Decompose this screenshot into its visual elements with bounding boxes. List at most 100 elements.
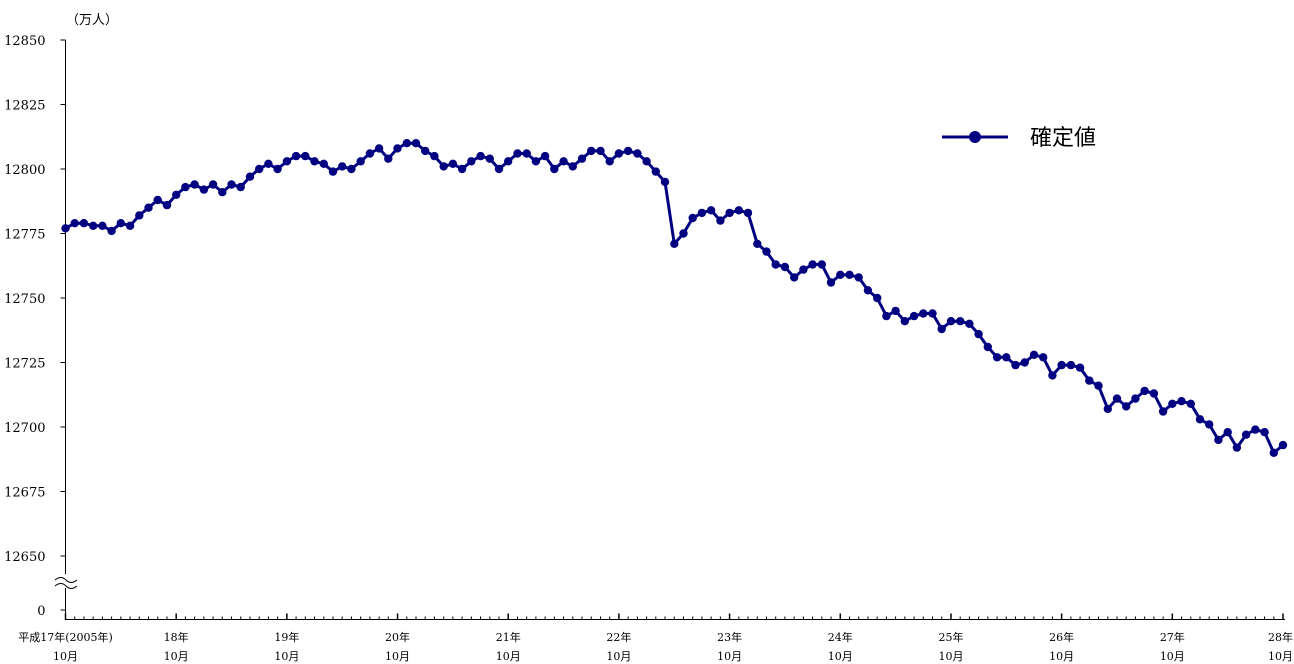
data-point [1075, 363, 1085, 372]
x-tick-label-month: 10月 [164, 650, 189, 663]
data-point [900, 317, 909, 326]
data-point [457, 164, 467, 174]
x-tick-label-month: 10月 [1049, 650, 1074, 663]
y-tick-label: 0 [37, 604, 45, 619]
data-point [605, 157, 614, 166]
x-tick-label-month: 10月 [1268, 650, 1293, 663]
y-tick-label: 12800 [4, 163, 45, 178]
data-point [697, 208, 707, 218]
legend-marker [969, 131, 981, 143]
data-point [1251, 425, 1260, 434]
data-point [365, 149, 375, 158]
data-point [679, 229, 688, 238]
x-tick-label-year: 23年 [717, 630, 742, 644]
x-tick-label-month: 10月 [717, 650, 742, 663]
data-point [513, 149, 522, 158]
data-point [771, 260, 780, 269]
x-tick-label-year: 21年 [496, 630, 521, 644]
data-point [1278, 440, 1288, 450]
data-point [504, 157, 513, 166]
legend: 確定値 [942, 126, 1096, 151]
data-point [1232, 443, 1242, 452]
data-point [559, 157, 568, 166]
data-point [1039, 353, 1048, 362]
x-tick-label-month: 10月 [496, 650, 521, 663]
data-point [135, 211, 144, 220]
axis-break-icon [54, 574, 78, 589]
x-tick-label-year: 18年 [164, 630, 189, 644]
data-point [116, 219, 126, 228]
data-point [255, 164, 264, 174]
data-point [227, 180, 236, 189]
data-point [642, 157, 651, 166]
x-tick-label-month: 10月 [938, 650, 963, 663]
data-point [1241, 430, 1251, 439]
data-point [1195, 415, 1205, 424]
data-point [1269, 448, 1279, 457]
data-point [494, 164, 504, 174]
series-polyline [64, 141, 1284, 455]
data-point [919, 309, 928, 318]
x-tick-label-year: 平成17年(2005年) [18, 630, 113, 644]
data-point [531, 157, 541, 166]
y-tick-label: 12775 [4, 228, 45, 243]
data-point [264, 159, 273, 168]
data-point [236, 182, 245, 192]
x-tick-label-year: 20年 [385, 630, 410, 644]
data-point [956, 317, 965, 326]
x-tick-label-year: 22年 [606, 630, 631, 644]
data-point [974, 329, 983, 339]
data-point [882, 311, 891, 321]
data-point [660, 177, 670, 187]
data-point [402, 139, 411, 148]
data-point [799, 265, 808, 274]
data-point [393, 144, 402, 153]
data-point [873, 293, 882, 303]
y-tick-label: 12675 [4, 486, 45, 501]
data-point [743, 208, 753, 218]
data-point [623, 146, 633, 156]
data-point [651, 167, 660, 176]
data-point [762, 247, 771, 256]
data-point [79, 219, 89, 228]
data-point [992, 353, 1002, 362]
data-point [199, 185, 209, 194]
y-tick-label: 12750 [4, 292, 45, 307]
x-tick-label-year: 24年 [828, 630, 853, 644]
data-point [144, 203, 153, 212]
data-point [780, 262, 790, 272]
y-unit-label: （万人） [66, 13, 118, 28]
data-point [790, 273, 799, 282]
data-point [1057, 360, 1066, 370]
data-point [282, 157, 292, 166]
data-point [854, 273, 863, 282]
data-point [808, 260, 817, 269]
data-point [1020, 358, 1029, 367]
data-point [1094, 381, 1103, 390]
y-tick-label: 12850 [4, 34, 45, 49]
data-point [190, 180, 199, 189]
data-point [310, 157, 319, 166]
series-line [61, 139, 1288, 457]
data-point [319, 159, 328, 168]
data-point [181, 182, 190, 192]
y-tick-label: 12725 [4, 357, 45, 372]
data-point [1029, 350, 1039, 359]
data-point [411, 139, 421, 148]
legend-label: 確定値 [1030, 126, 1096, 151]
data-point [1122, 402, 1131, 411]
x-tick-label-year: 27年 [1160, 630, 1185, 644]
data-point [540, 151, 550, 161]
data-point [577, 154, 587, 163]
data-point [863, 286, 873, 295]
data-point [753, 239, 762, 248]
data-point [1085, 376, 1094, 385]
data-point [245, 172, 255, 181]
data-point [817, 260, 826, 269]
data-point [89, 221, 98, 230]
x-tick-label-month: 10月 [274, 650, 299, 663]
data-point [1158, 407, 1168, 416]
data-point [928, 309, 937, 318]
data-point [467, 157, 476, 166]
data-point [162, 200, 172, 210]
